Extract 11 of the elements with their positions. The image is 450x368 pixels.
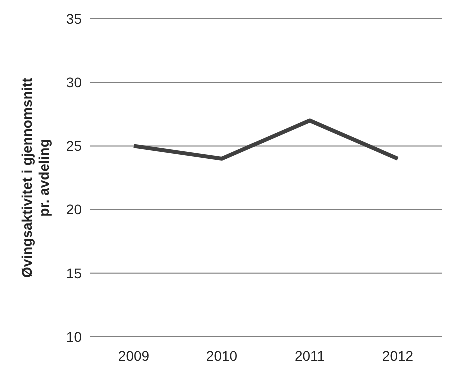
y-axis-title: Øvingsaktivitet i gjennomsnitt pr. avdeling — [19, 78, 52, 278]
y-tick-label: 20 — [66, 202, 82, 218]
x-tick-label: 2011 — [294, 348, 326, 364]
y-tick-label: 35 — [66, 10, 82, 27]
x-tick-label: 2009 — [118, 348, 150, 364]
y-tick-label: 30 — [66, 74, 82, 90]
y-tick-label: 15 — [66, 265, 82, 282]
x-tick-label: 2012 — [382, 348, 414, 364]
y-tick-label: 10 — [66, 328, 82, 345]
y-tick-label: 25 — [66, 138, 82, 154]
x-tick-label: 2010 — [206, 348, 238, 364]
